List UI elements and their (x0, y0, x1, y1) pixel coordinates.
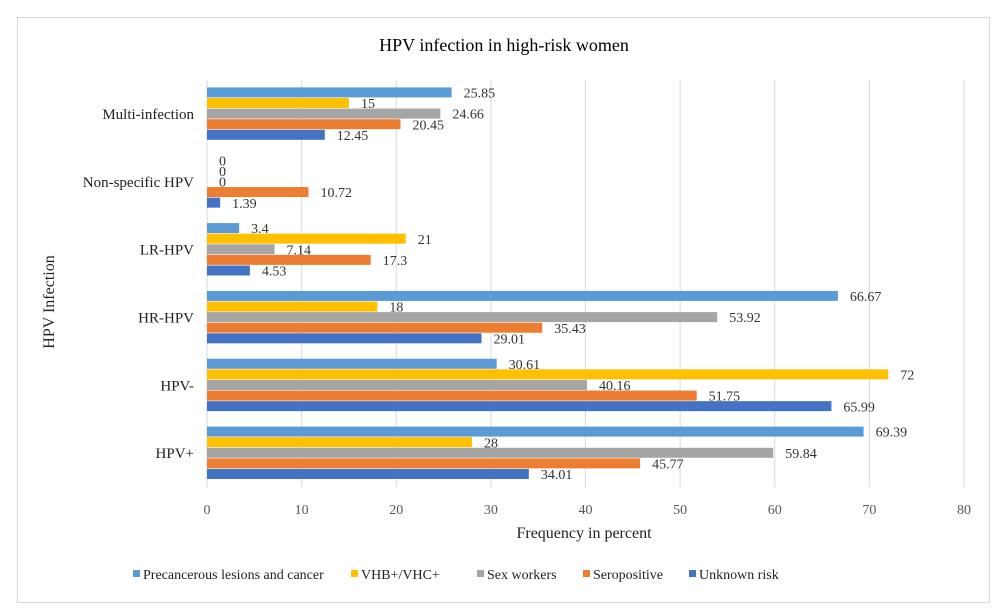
legend-swatch-0 (133, 570, 140, 577)
data-label-2-0: 3.4 (251, 222, 268, 237)
category-label-5: HPV+ (156, 446, 194, 462)
bar-3-0 (207, 290, 838, 301)
data-label-2-1: 21 (418, 233, 432, 248)
data-label-0-2: 24.66 (452, 108, 484, 123)
x-axis-label: Frequency in percent (516, 525, 652, 542)
legend-label-1: VHB+/VHC+ (361, 568, 440, 583)
x-tick-label-2: 20 (389, 503, 403, 518)
bar-0-3 (207, 119, 401, 130)
bar-1-3 (207, 187, 309, 198)
data-label-1-1: 0 (219, 165, 226, 180)
category-labels: Multi-infection Non-specific HPV LR-HPV HR-… (83, 107, 195, 462)
bar-3-3 (207, 322, 543, 333)
bar-3-1 (207, 301, 378, 312)
bar-5-2 (207, 447, 774, 458)
x-tick-label-3: 30 (484, 503, 498, 518)
data-label-1-0: 0 (219, 154, 226, 169)
x-tick-label-1: 10 (295, 503, 309, 518)
legend: Precancerous lesions and cancer VHB+/VHC+… (133, 568, 779, 583)
data-label-4-4: 65.99 (843, 400, 875, 415)
data-label-0-0: 25.85 (464, 87, 496, 102)
legend-swatch-4 (689, 570, 696, 577)
data-label-2-4: 4.53 (262, 265, 287, 280)
legend-label-4: Unknown risk (699, 568, 779, 583)
x-tick-label-4: 40 (579, 503, 593, 518)
data-labels: 25.851524.6620.4512.4500010.721.393.4217… (219, 87, 914, 484)
data-label-3-2: 53.92 (729, 311, 761, 326)
x-tick-label-6: 60 (768, 503, 782, 518)
x-tick-labels: 0 10 20 30 40 50 60 70 80 (204, 503, 972, 518)
y-axis-label: HPV Infection (41, 255, 58, 348)
data-label-3-3: 35.43 (554, 322, 586, 337)
bar-3-2 (207, 312, 718, 323)
bar-3-4 (207, 333, 482, 344)
category-label-4: HPV- (160, 378, 194, 394)
data-label-5-2: 59.84 (785, 447, 817, 462)
bar-0-1 (207, 98, 349, 109)
chart-title: HPV infection in high-risk women (379, 35, 629, 55)
bar-0-2 (207, 108, 441, 119)
data-label-1-4: 1.39 (232, 197, 257, 212)
data-label-3-0: 66.67 (850, 290, 882, 305)
data-label-5-4: 34.01 (541, 468, 573, 483)
data-label-0-1: 15 (361, 97, 375, 112)
data-label-4-2: 40.16 (599, 379, 631, 394)
data-label-3-4: 29.01 (494, 332, 525, 347)
bar-chart: HPV infection in high-risk women 25.85 15… (41, 35, 972, 583)
data-label-5-0: 69.39 (876, 426, 908, 441)
bar-2-4 (207, 265, 250, 276)
data-label-2-2: 7.14 (287, 243, 312, 258)
data-label-3-1: 18 (389, 301, 403, 316)
data-label-5-3: 45.77 (652, 457, 684, 472)
bar-2-0 (207, 223, 240, 234)
data-label-1-2: 0 (219, 176, 226, 191)
data-label-4-0: 30.61 (509, 358, 540, 373)
data-label-1-3: 10.72 (320, 186, 352, 201)
bar-5-1 (207, 437, 472, 448)
chart-frame: HPV infection in high-risk women 25.85 15… (17, 17, 990, 603)
legend-swatch-1 (351, 570, 358, 577)
data-label-4-3: 51.75 (709, 390, 741, 405)
bar-2-3 (207, 254, 371, 265)
bar-4-0 (207, 358, 497, 369)
grid-lines (206, 80, 965, 487)
bar-0-0 (207, 87, 452, 98)
bar-5-0 (207, 426, 864, 437)
bars (207, 87, 889, 479)
category-label-0: Multi-infection (102, 107, 194, 123)
bar-4-4 (207, 401, 832, 412)
bar-2-2 (207, 244, 275, 255)
data-label-5-1: 28 (484, 436, 498, 451)
category-label-1: Non-specific HPV (83, 175, 194, 191)
bar-4-1 (207, 369, 889, 380)
data-label-2-3: 17.3 (383, 254, 408, 269)
legend-label-3: Seropositive (593, 568, 663, 583)
legend-swatch-2 (477, 570, 484, 577)
x-tick-label-8: 80 (957, 503, 971, 518)
category-label-3: HR-HPV (138, 310, 194, 326)
legend-swatch-3 (583, 570, 590, 577)
bar-4-2 (207, 379, 588, 390)
category-label-2: LR-HPV (140, 243, 194, 259)
bar-5-4 (207, 468, 529, 479)
bar-5-3 (207, 458, 641, 469)
bar-1-4 (207, 197, 221, 208)
data-label-0-3: 20.45 (413, 118, 445, 133)
bar-2-1 (207, 233, 406, 244)
legend-label-2: Sex workers (487, 568, 557, 583)
data-label-0-4: 12.45 (337, 129, 369, 144)
x-tick-label-0: 0 (204, 503, 211, 518)
bar-0-4 (207, 129, 325, 140)
x-tick-label-7: 70 (862, 503, 876, 518)
data-label-4-1: 72 (900, 368, 914, 383)
legend-label-0: Precancerous lesions and cancer (143, 568, 324, 583)
bar-4-3 (207, 390, 697, 401)
x-tick-label-5: 50 (673, 503, 687, 518)
